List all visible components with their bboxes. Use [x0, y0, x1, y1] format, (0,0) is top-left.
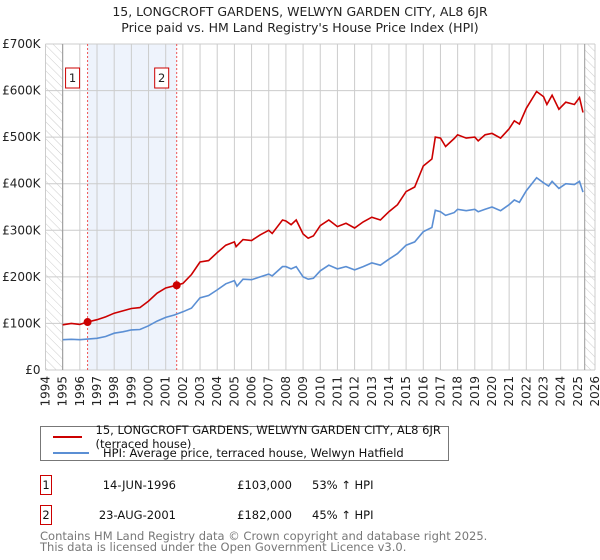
- y-tick-label: £100K: [2, 316, 42, 330]
- legend-swatch-property: [53, 436, 82, 438]
- y-tick-label: £0: [25, 363, 40, 377]
- transaction-price: £103,000: [237, 478, 292, 492]
- y-tick-label: £300K: [2, 223, 42, 237]
- x-tick-label: 2024: [554, 376, 568, 407]
- transaction-date: 23-AUG-2001: [98, 508, 176, 522]
- no-data-hatch: [584, 44, 595, 370]
- x-tick-label: 2004: [210, 376, 224, 407]
- sale-period-shade: [87, 44, 177, 370]
- x-tick-label: 2015: [399, 376, 413, 407]
- x-tick-label: 2016: [416, 376, 430, 407]
- x-tick-label: 2002: [176, 376, 190, 407]
- legend-item-hpi: HPI: Average price, terraced house, Welw…: [53, 445, 404, 461]
- x-tick-label: 2009: [296, 376, 310, 407]
- transaction-row: 2 23-AUG-2001 £182,000 45% ↑ HPI: [40, 505, 600, 525]
- footer-licence: This data is licensed under the Open Gov…: [40, 540, 407, 554]
- transaction-marker: 2: [40, 505, 52, 525]
- x-tick-label: 1997: [90, 376, 104, 407]
- sale-point: [83, 318, 92, 327]
- x-tick-label: 1996: [73, 376, 87, 407]
- x-tick-label: 1999: [124, 376, 138, 407]
- y-tick-label: £700K: [2, 37, 42, 51]
- legend-swatch-hpi: [53, 452, 89, 454]
- transaction-hpi-delta: 45% ↑ HPI: [312, 508, 374, 522]
- legend-label-hpi: HPI: Average price, terraced house, Welw…: [103, 446, 404, 460]
- x-tick-label: 2013: [365, 376, 379, 407]
- transaction-row: 1 14-JUN-1996 £103,000 53% ↑ HPI: [40, 475, 600, 495]
- sale-label: 1: [69, 71, 76, 85]
- x-tick-label: 1995: [56, 376, 70, 407]
- x-tick-label: 2005: [227, 376, 241, 407]
- no-data-hatch: [45, 44, 63, 370]
- transaction-marker: 1: [40, 475, 52, 495]
- x-tick-label: 2018: [451, 376, 465, 407]
- y-tick-label: £400K: [2, 177, 42, 191]
- legend: 15, LONGCROFT GARDENS, WELWYN GARDEN CIT…: [40, 423, 449, 461]
- sale-label-box: [65, 67, 81, 89]
- property-series-line: [62, 90, 584, 326]
- chart-title: 15, LONGCROFT GARDENS, WELWYN GARDEN CIT…: [112, 4, 488, 19]
- x-tick-label: 2021: [502, 376, 516, 407]
- sale-label: 2: [158, 71, 165, 85]
- transaction-hpi-delta: 53% ↑ HPI: [312, 478, 374, 492]
- x-tick-label: 2001: [159, 376, 173, 407]
- x-tick-label: 2019: [468, 376, 482, 407]
- sale-label-box: [154, 67, 170, 89]
- chart-subtitle: Price paid vs. HM Land Registry's House …: [121, 20, 479, 35]
- x-tick-label: 2011: [330, 376, 344, 407]
- x-tick-label: 2022: [519, 376, 533, 407]
- x-tick-label: 2012: [348, 376, 362, 407]
- y-tick-label: £200K: [2, 270, 42, 284]
- y-tick-label: £600K: [2, 84, 42, 98]
- x-tick-label: 2026: [588, 376, 600, 407]
- x-tick-label: 2014: [382, 376, 396, 407]
- legend-label-property: 15, LONGCROFT GARDENS, WELWYN GARDEN CIT…: [95, 423, 441, 451]
- x-tick-label: 2006: [245, 376, 259, 407]
- hpi-series-line: [62, 176, 584, 341]
- x-tick-label: 2008: [279, 376, 293, 407]
- x-tick-label: 1994: [39, 376, 53, 407]
- x-tick-label: 2007: [262, 376, 276, 407]
- x-tick-label: 2017: [433, 376, 447, 407]
- legend-item-property: 15, LONGCROFT GARDENS, WELWYN GARDEN CIT…: [53, 423, 448, 451]
- transaction-price: £182,000: [237, 508, 292, 522]
- sale-point: [172, 281, 181, 290]
- x-tick-label: 2003: [193, 376, 207, 407]
- transaction-date: 14-JUN-1996: [102, 478, 176, 492]
- x-tick-label: 2010: [313, 376, 327, 407]
- x-tick-label: 2025: [571, 376, 585, 407]
- y-tick-label: £500K: [2, 130, 42, 144]
- footer-copyright: Contains HM Land Registry data © Crown c…: [40, 529, 488, 543]
- x-tick-label: 2000: [142, 376, 156, 407]
- x-tick-label: 2023: [536, 376, 550, 407]
- x-tick-label: 2020: [485, 376, 499, 407]
- x-tick-label: 1998: [107, 376, 121, 407]
